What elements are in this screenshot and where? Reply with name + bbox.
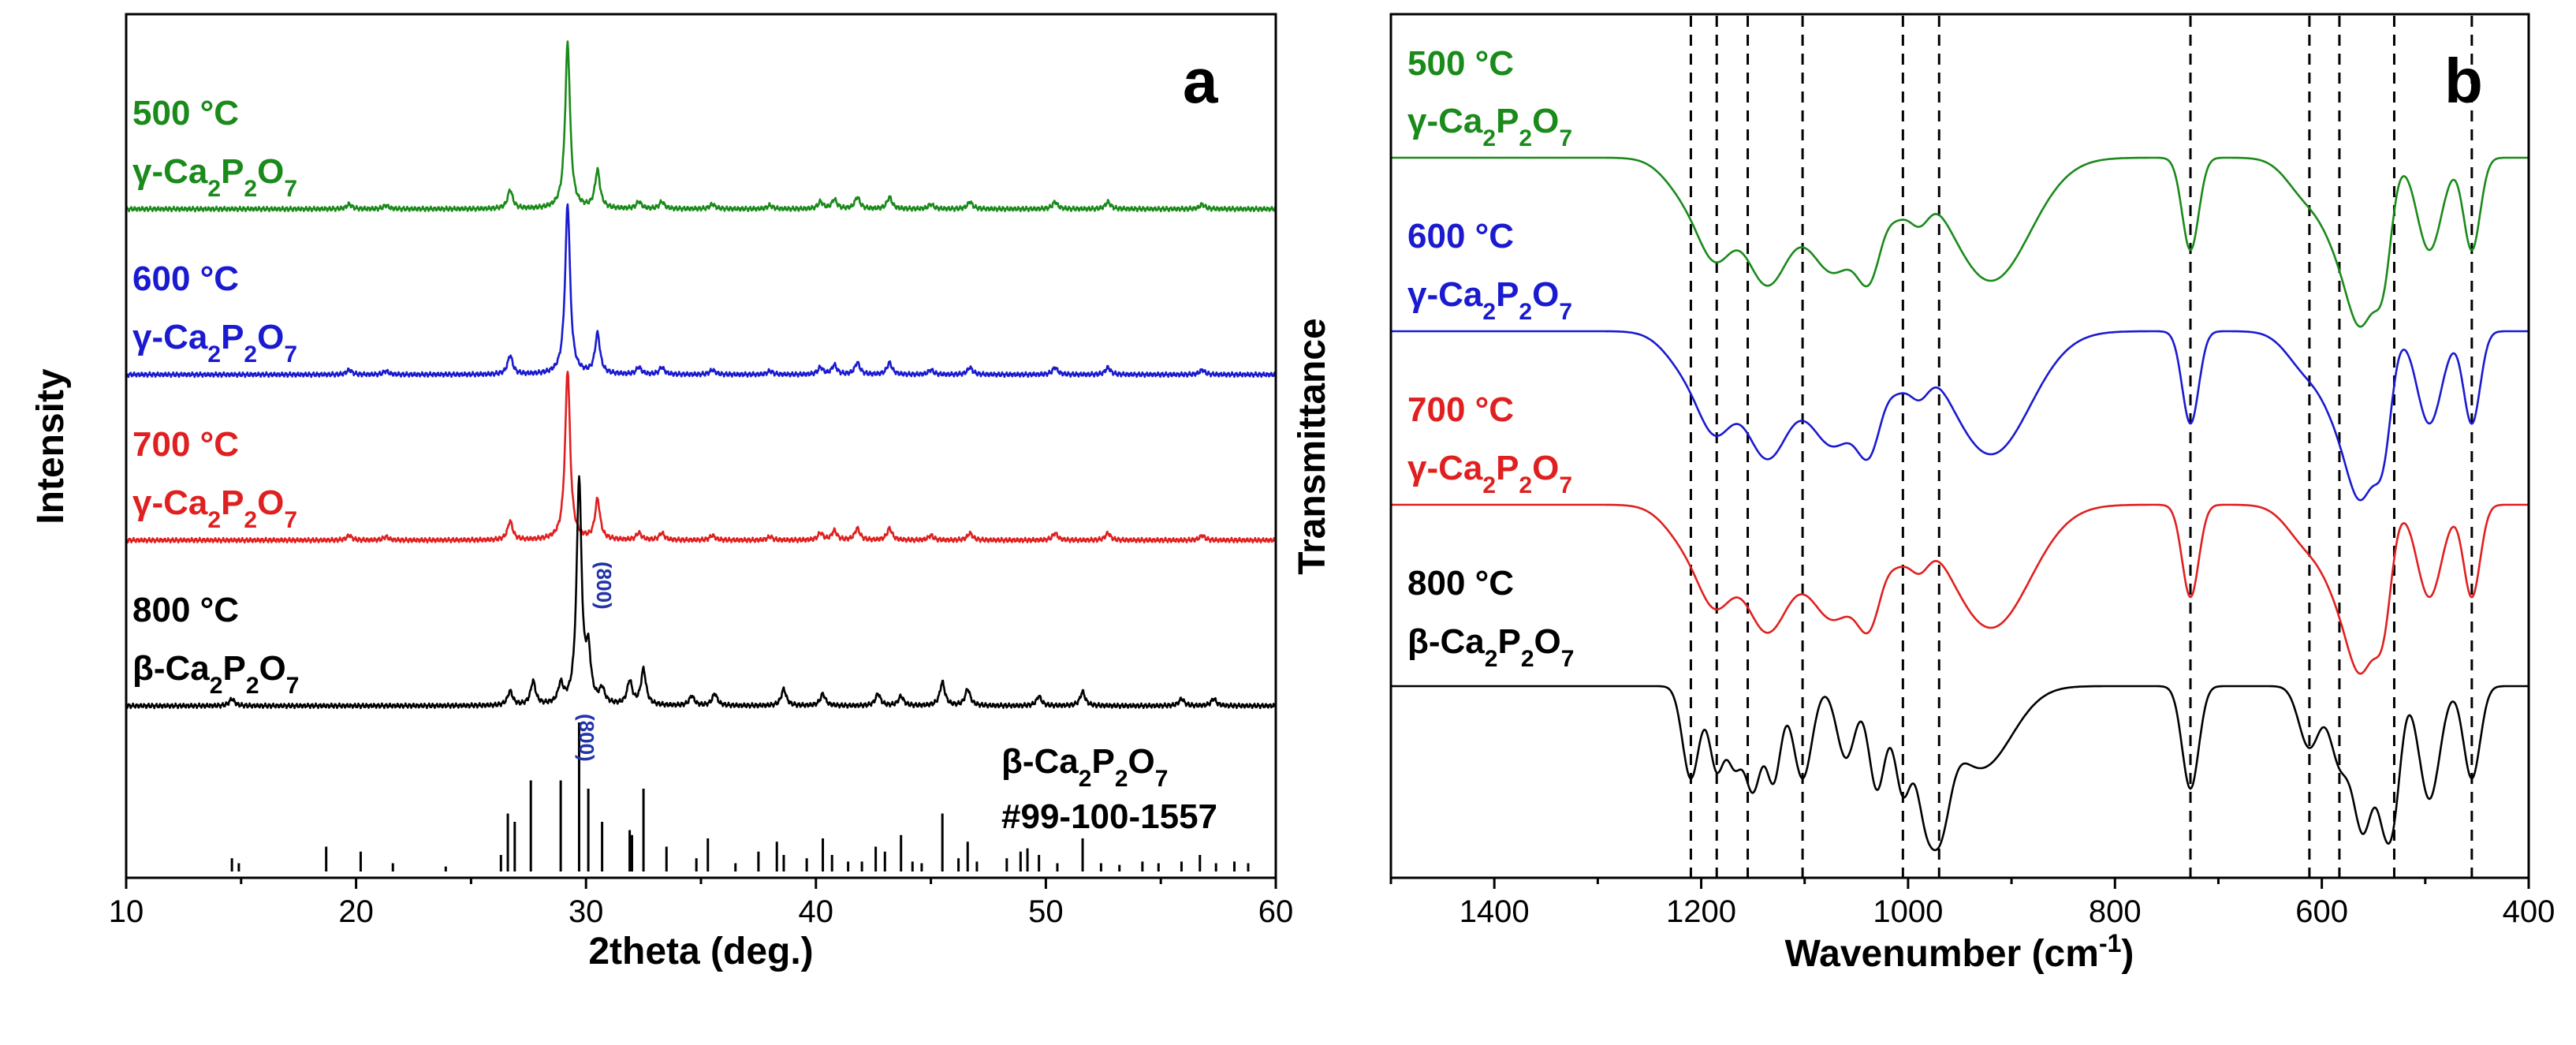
ftir-curves (1391, 156, 2529, 852)
ftir-line-700c (1391, 503, 2529, 675)
ftir-phase-label-500c: γ-Ca2P2O7 (1407, 102, 1572, 151)
panel-a-xrd-chart: 10 20 30 40 50 60 a 500 °C γ-Ca2P2O7 600 °C γ… (30, 13, 1294, 972)
y-axis-label-a: Intensity (30, 368, 72, 524)
panel-a-x-ticks: 10 20 30 40 50 60 (109, 878, 1294, 929)
xrd-line-500c (125, 40, 1277, 213)
y-axis-label-b: Transmittance (1292, 318, 1333, 574)
ftir-phase-label-800c: β-Ca2P2O7 (1407, 622, 1574, 672)
panel-b-x-ticks: 1400 1200 1000 800 600 400 (1389, 878, 2555, 929)
ftir-line-500c (1391, 156, 2529, 328)
ftir-series-label-800c: 800 °C (1407, 564, 1514, 603)
x-axis-label-b: Wavenumber (cm-1) (1785, 929, 2134, 975)
x-tick-label-a: 30 (569, 894, 604, 929)
xrd-curves (125, 40, 1277, 710)
panel-b-ftir-chart: 1400 1200 1000 800 600 400 b 500 °C γ-Ca2P2O7… (1292, 13, 2555, 975)
xrd-line-600c (125, 203, 1277, 379)
panel-b-label: b (2444, 46, 2483, 116)
series-label-500c: 500 °C (132, 94, 239, 132)
x-tick-label-a: 40 (799, 894, 834, 929)
ftir-phase-label-700c: γ-Ca2P2O7 (1407, 449, 1572, 498)
panel-a-label: a (1183, 46, 1218, 116)
phase-label-800c: β-Ca2P2O7 (132, 649, 299, 699)
x-tick-label-b: 1200 (1666, 894, 1736, 929)
ftir-line-600c (1391, 330, 2529, 502)
x-tick-label-a: 10 (109, 894, 144, 929)
reference-sticks (230, 722, 1250, 871)
miller-index-800-upper: (800) (592, 562, 616, 610)
x-tick-label-b: 1400 (1459, 894, 1530, 929)
phase-label-700c: γ-Ca2P2O7 (132, 483, 297, 533)
xrd-line-700c (125, 371, 1277, 544)
ftir-series-label-500c: 500 °C (1407, 44, 1514, 83)
miller-index-800-lower: (800) (575, 714, 598, 762)
x-tick-label-a: 60 (1258, 894, 1294, 929)
series-label-600c: 600 °C (132, 259, 239, 298)
series-label-800c: 800 °C (132, 591, 239, 629)
xrd-line-800c (125, 475, 1277, 710)
panel-b-frame (1389, 13, 2530, 879)
ftir-series-label-700c: 700 °C (1407, 390, 1514, 429)
x-tick-label-b: 400 (2503, 894, 2555, 929)
x-tick-label-a: 20 (338, 894, 374, 929)
reference-phase-label: β-Ca2P2O7 (1001, 742, 1168, 792)
x-tick-label-b: 600 (2295, 894, 2348, 929)
phase-label-500c: γ-Ca2P2O7 (132, 152, 297, 202)
phase-label-600c: γ-Ca2P2O7 (132, 318, 297, 368)
ftir-phase-label-600c: γ-Ca2P2O7 (1407, 275, 1572, 325)
x-tick-label-b: 800 (2089, 894, 2142, 929)
series-label-700c: 700 °C (132, 425, 239, 464)
x-tick-label-a: 50 (1028, 894, 1064, 929)
x-axis-label-a: 2theta (deg.) (588, 931, 813, 972)
reference-card-number: #99-100-1557 (1001, 797, 1217, 836)
ftir-series-label-600c: 600 °C (1407, 217, 1514, 256)
x-tick-label-b: 1000 (1873, 894, 1943, 929)
ftir-line-800c (1391, 685, 2529, 852)
